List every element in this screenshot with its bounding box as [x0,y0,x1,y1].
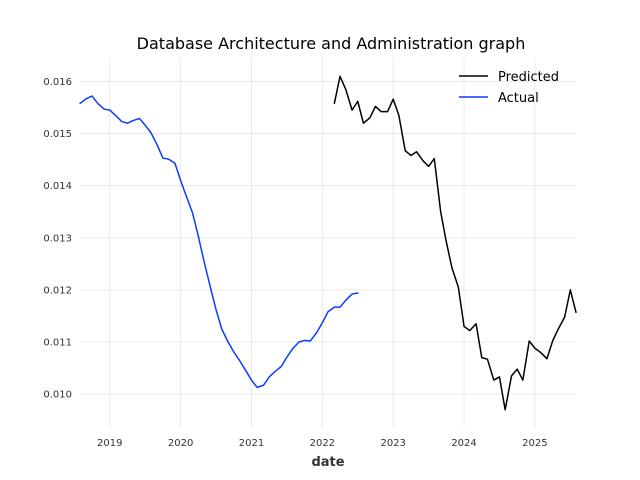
y-tick-label: 0.011 [43,338,72,349]
y-tick-label: 0.016 [43,77,72,88]
y-axis-ticks: 0.010 0.011 0.012 0.013 0.014 0.015 0.016 [43,77,72,401]
chart-title: Database Architecture and Administration… [137,34,526,53]
x-axis-label: date [311,455,344,470]
x-tick-label: 2019 [97,438,122,449]
x-tick-label: 2021 [239,438,264,449]
y-tick-label: 0.013 [43,233,72,244]
y-tick-label: 0.015 [43,129,72,140]
series-layer [79,75,577,411]
grid [80,58,576,428]
y-tick-label: 0.014 [43,181,72,192]
legend: Predicted Actual [459,70,559,106]
x-tick-label: 2022 [310,438,335,449]
legend-label-actual: Actual [498,91,539,106]
x-tick-label: 2025 [522,438,547,449]
legend-label-predicted: Predicted [498,70,559,85]
y-tick-label: 0.010 [43,390,72,401]
x-tick-label: 2023 [380,438,405,449]
x-tick-label: 2024 [451,438,476,449]
series-line-actual [79,95,359,389]
y-tick-label: 0.012 [43,285,72,296]
series-line-predicted [333,75,577,411]
x-axis-ticks: 2019 2020 2021 2022 2023 2024 2025 [97,438,548,449]
x-tick-label: 2020 [168,438,193,449]
